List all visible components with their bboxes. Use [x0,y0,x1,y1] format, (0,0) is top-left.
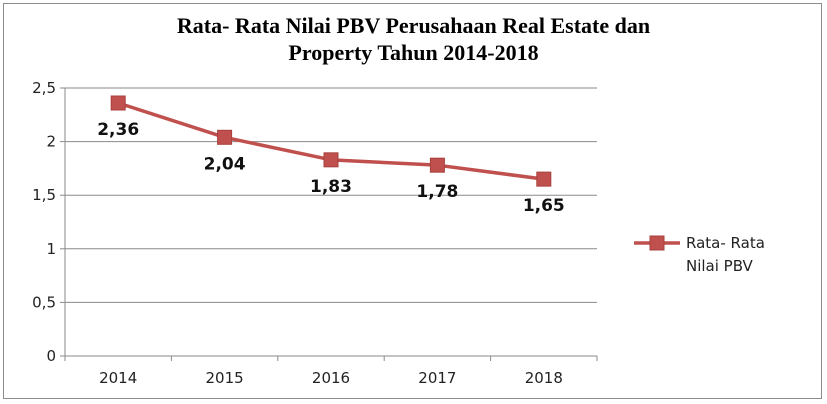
legend-label: Rata- Rata [686,234,765,252]
data-labels: 2,36 2,04 1,83 1,78 1,65 [97,120,565,216]
series-layer [110,95,552,187]
y-tick-label: 0 [46,347,56,365]
y-tick-label: 2 [46,133,56,151]
x-tick-label: 2015 [206,369,244,387]
x-tick-label: 2014 [99,369,137,387]
data-point-marker [110,95,126,111]
legend-marker [649,235,665,251]
data-point-marker [323,152,339,168]
data-point-marker [429,157,445,173]
chart-title-line-2: Property Tahun 2014-2018 [288,40,539,65]
data-point-marker [217,129,233,145]
y-tick-label: 2,5 [32,79,56,97]
series-line [117,101,545,181]
data-label: 2,36 [97,120,139,140]
axes: 0 0,5 1 1,5 2 2,5 2014 2015 2016 2017 2018 [32,79,598,387]
data-label: 1,78 [416,182,458,202]
data-label: 1,65 [523,196,565,216]
chart-title-line-1: Rata- Rata Nilai PBV Perusahaan Real Est… [176,13,651,38]
legend-label: Nilai PBV [686,257,754,275]
y-tick-label: 1,5 [32,186,56,204]
chart-frame [3,3,822,399]
data-label: 2,04 [204,154,246,174]
data-label: 1,83 [310,177,352,197]
x-tick-label: 2018 [525,369,563,387]
y-tick-label: 1 [46,240,56,258]
data-point-marker [536,171,552,187]
legend: Rata- Rata Nilai PBV [634,234,765,275]
x-tick-label: 2016 [312,369,350,387]
gridlines [65,87,597,303]
y-tick-label: 0,5 [32,293,56,311]
chart-title: Rata- Rata Nilai PBV Perusahaan Real Est… [0,12,827,66]
x-tick-label: 2017 [418,369,456,387]
